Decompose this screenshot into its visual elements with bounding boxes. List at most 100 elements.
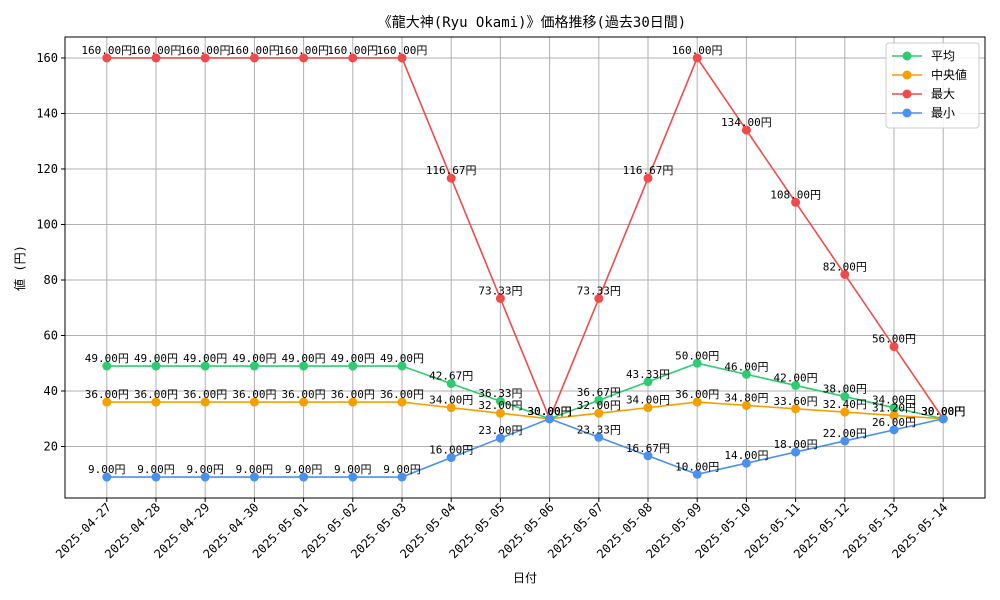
legend-swatch-marker xyxy=(902,89,912,99)
data-point xyxy=(692,53,702,63)
data-label: 9.00円 xyxy=(88,463,126,476)
data-label: 30.00円 xyxy=(921,405,965,418)
legend-label: 最大 xyxy=(931,87,955,101)
data-label: 34.00円 xyxy=(429,394,473,407)
data-label: 160.00円 xyxy=(377,44,428,57)
data-point xyxy=(200,53,210,63)
data-point xyxy=(594,395,604,405)
data-point xyxy=(151,472,161,482)
data-label: 36.00円 xyxy=(183,388,227,401)
data-point xyxy=(151,53,161,63)
grid xyxy=(65,37,985,498)
legend-label: 最小 xyxy=(931,106,955,120)
data-point xyxy=(889,425,899,435)
data-label: 49.00円 xyxy=(331,352,375,365)
data-label: 108.00円 xyxy=(770,188,821,201)
data-point xyxy=(495,396,505,406)
series-line xyxy=(106,56,944,421)
data-label: 33.60円 xyxy=(774,395,818,408)
data-labels: 49.00円 49.00円 49.00円 49.00円 49.00円 49.00円 49.0… xyxy=(81,44,965,476)
data-label: 82.00円 xyxy=(823,260,867,273)
data-point xyxy=(102,53,112,63)
data-point xyxy=(446,403,456,413)
data-point xyxy=(643,377,653,387)
data-point xyxy=(840,407,850,417)
data-label: 160.00円 xyxy=(229,44,280,57)
data-point xyxy=(348,472,358,482)
data-label: 50.00円 xyxy=(675,349,719,362)
data-label: 43.33円 xyxy=(626,368,670,381)
data-label: 18.00円 xyxy=(774,438,818,451)
data-label: 49.00円 xyxy=(232,352,276,365)
data-label: 42.67円 xyxy=(429,370,473,383)
data-label: 160.00円 xyxy=(81,44,132,57)
y-tick-label: 100 xyxy=(36,217,58,231)
data-point xyxy=(299,472,309,482)
data-label: 36.00円 xyxy=(675,388,719,401)
data-point xyxy=(397,397,407,407)
data-label: 36.00円 xyxy=(380,388,424,401)
data-point xyxy=(151,397,161,407)
data-point xyxy=(495,433,505,443)
data-label: 31.20円 xyxy=(872,401,916,414)
data-point xyxy=(397,472,407,482)
y-tick-label: 40 xyxy=(44,384,58,398)
data-label: 49.00円 xyxy=(134,352,178,365)
data-point xyxy=(249,472,259,482)
data-label: 134.00円 xyxy=(721,116,772,129)
data-label: 32.00円 xyxy=(577,399,621,412)
data-label: 9.00円 xyxy=(383,463,421,476)
data-label: 9.00円 xyxy=(334,463,372,476)
data-point xyxy=(889,410,899,420)
data-label: 30.00円 xyxy=(921,405,965,418)
data-label: 30.00円 xyxy=(528,405,572,418)
data-label: 9.00円 xyxy=(137,463,175,476)
data-label: 46.00円 xyxy=(724,360,768,373)
data-point xyxy=(840,269,850,279)
y-tick-label: 80 xyxy=(44,273,58,287)
data-label: 32.00円 xyxy=(478,399,522,412)
data-label: 38.00円 xyxy=(823,383,867,396)
data-label: 32.40円 xyxy=(823,398,867,411)
data-label: 30.00円 xyxy=(921,405,965,418)
data-label: 160.00円 xyxy=(180,44,231,57)
data-point xyxy=(249,53,259,63)
data-label: 116.67円 xyxy=(426,164,477,177)
data-point xyxy=(545,414,555,424)
data-point xyxy=(889,403,899,413)
data-point xyxy=(791,380,801,390)
data-label: 49.00円 xyxy=(85,352,129,365)
data-point xyxy=(791,447,801,457)
data-label: 16.00円 xyxy=(429,444,473,457)
data-point xyxy=(200,397,210,407)
data-point xyxy=(692,358,702,368)
data-label: 30.00円 xyxy=(528,405,572,418)
data-point xyxy=(741,369,751,379)
data-point xyxy=(397,361,407,371)
data-label: 160.00円 xyxy=(327,44,378,57)
data-label: 30.00円 xyxy=(528,405,572,418)
data-label: 10.00円 xyxy=(675,460,719,473)
data-point xyxy=(495,408,505,418)
data-label: 30.00円 xyxy=(528,405,572,418)
data-point xyxy=(446,453,456,463)
data-point xyxy=(151,361,161,371)
data-point xyxy=(594,432,604,442)
legend-label: 平均 xyxy=(931,49,955,63)
data-point xyxy=(348,53,358,63)
y-tick-label: 60 xyxy=(44,328,58,342)
data-label: 34.00円 xyxy=(872,394,916,407)
data-label: 36.00円 xyxy=(282,388,326,401)
legend-swatch-marker xyxy=(902,108,912,118)
data-label: 116.67円 xyxy=(623,164,674,177)
data-point xyxy=(889,342,899,352)
data-point xyxy=(299,361,309,371)
data-label: 30.00円 xyxy=(921,405,965,418)
data-point xyxy=(594,408,604,418)
data-label: 9.00円 xyxy=(236,463,274,476)
data-label: 36.00円 xyxy=(134,388,178,401)
legend-label: 中央値 xyxy=(931,67,967,82)
y-tick-label: 20 xyxy=(44,440,58,454)
series-line xyxy=(106,401,944,420)
